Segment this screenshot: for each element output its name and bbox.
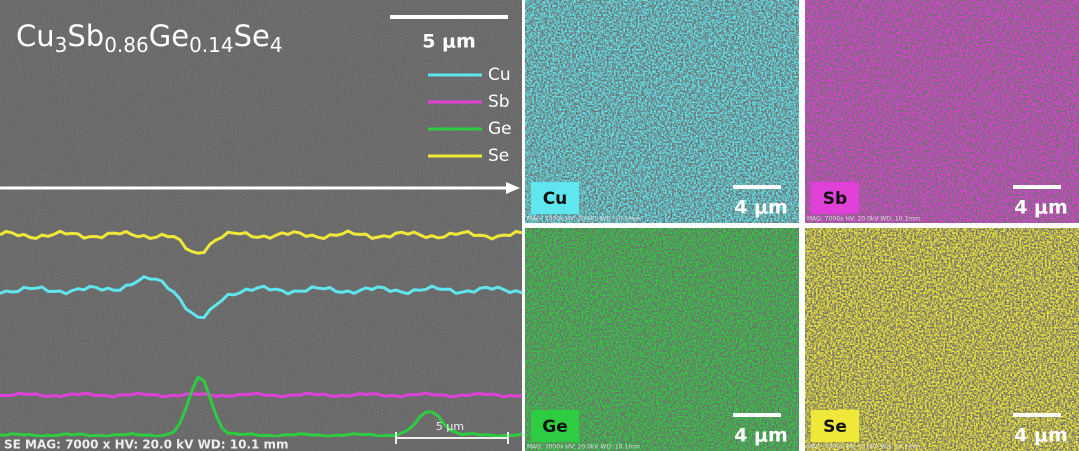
element-tag-label: Ge [542,417,567,437]
map-scale-label: 4 μm [734,425,788,447]
profile-line [0,391,523,399]
footer-info: SE MAG: 7000 x HV: 20.0 kV WD: 10.1 mm [4,438,289,451]
element-tag [811,410,859,442]
element-tag-label: Cu [543,189,568,209]
profile-line [0,375,523,438]
subscript: 0.14 [189,33,234,57]
element: Cu [16,19,55,53]
map-info: MAG: 7000x HV: 20.0kV WD: 10.1mm [527,444,640,451]
maps: Cu 4 μm MAG: 7000x HV: 20.0kV WD: 10.1mm Sb… [525,0,1079,451]
formula: Cu3​Sb0.86​Ge0.14​Se4​ [16,19,283,57]
subscript: 0.86 [104,33,149,57]
profile-line [0,229,523,255]
map-info: MAG: 7000x HV: 20.0kV WD: 10.1mm [807,216,920,223]
legend-label: Ge [488,119,512,139]
element: Sb [67,19,104,53]
scan-arrowhead [506,182,520,194]
map-info: MAG: 7000x HV: 20.0kV WD: 10.1mm [807,444,920,451]
subscript: 3 [55,33,68,57]
element-tag [811,182,859,214]
element-tag-label: Sb [823,189,847,209]
sem-texture [0,0,522,451]
map-info: MAG: 7000x HV: 20.0kV WD: 10.1mm [527,216,640,223]
scale-label: 5 μm [422,31,476,53]
subscript: 4 [270,33,283,57]
legend-label: Se [488,146,509,166]
element-tag-label: Se [823,417,847,437]
map-scale-label: 4 μm [734,197,788,219]
element-tag [531,182,579,214]
map-scale-label: 4 μm [1014,425,1068,447]
legend-label: Cu [488,65,511,85]
map-scale-label: 4 μm [1014,197,1068,219]
profile-line [0,275,523,320]
legend-label: Sb [488,92,510,112]
footer-scale [395,432,509,444]
footer-bar [0,437,522,451]
footer-scale-label: 5 μm [436,420,464,433]
element: Ge [149,19,189,53]
line-scan-panel: Cu3​Sb0.86​Ge0.14​Se4​ 5 μm Cu Sb Ge Se SE MAG… [0,0,523,451]
element-tag [531,410,579,442]
element: Se [234,19,270,53]
